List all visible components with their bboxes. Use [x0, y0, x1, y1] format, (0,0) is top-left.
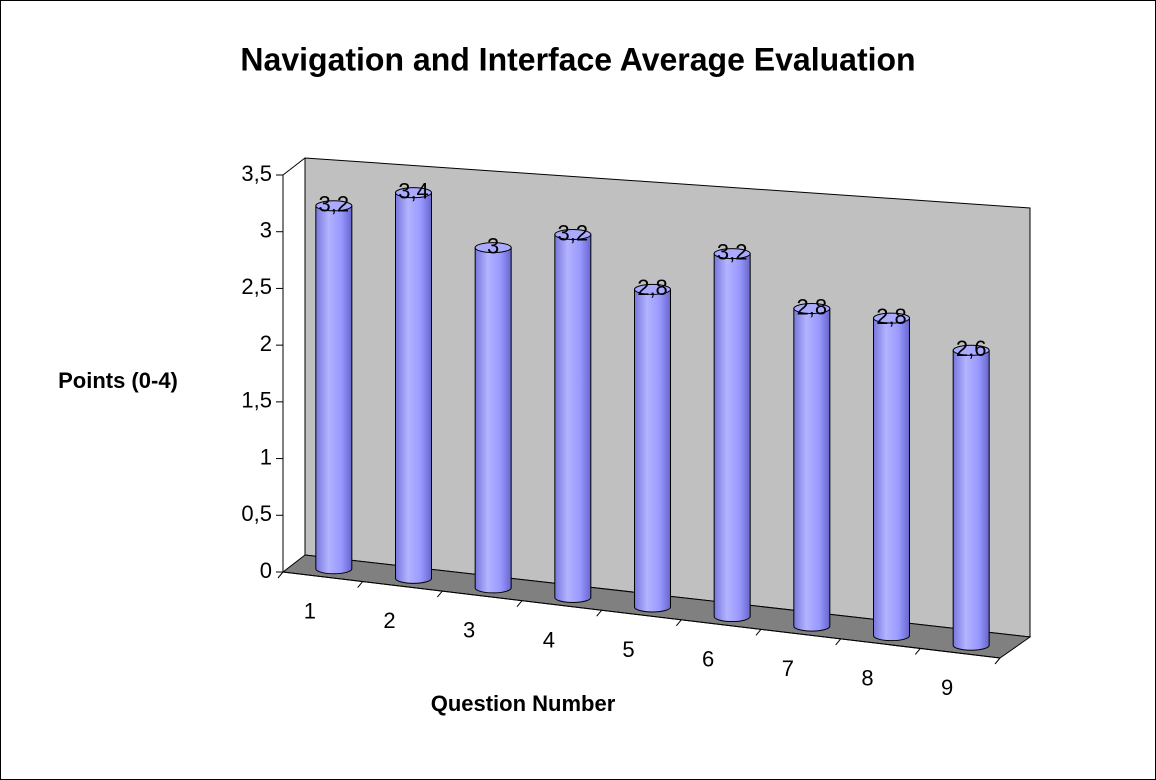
x-tick	[277, 571, 284, 579]
bar	[554, 233, 592, 603]
x-tick-label: 1	[304, 599, 316, 624]
x-tick	[675, 619, 682, 627]
y-tick-label: 1	[260, 444, 272, 469]
bar-top	[395, 187, 432, 199]
data-label: 2,8	[876, 304, 907, 329]
data-label: 3,4	[398, 178, 429, 203]
bar	[395, 192, 432, 584]
x-axis-title: Question Number	[431, 691, 616, 716]
y-tick-label: 1,5	[241, 388, 272, 413]
data-label: 2,6	[956, 336, 987, 361]
x-axis	[282, 571, 1001, 659]
y-axis-title: Points (0-4)	[58, 368, 178, 393]
bar-top	[873, 312, 910, 324]
x-tick-label: 3	[463, 618, 475, 643]
x-tick	[755, 629, 762, 636]
bar	[793, 308, 831, 632]
bar	[634, 288, 671, 613]
data-label: 3	[487, 233, 499, 258]
x-tick	[516, 600, 523, 607]
x-tick	[596, 609, 603, 617]
bar-top	[952, 344, 990, 356]
bar	[713, 253, 751, 623]
bar-top	[793, 303, 831, 315]
data-label: 3,2	[558, 220, 589, 245]
y-tick-label: 2,5	[241, 274, 272, 299]
bar-top	[315, 200, 353, 212]
bar-top	[634, 283, 671, 295]
data-label: 2,8	[797, 294, 828, 319]
y-tick-label: 3	[260, 218, 272, 243]
data-label: 3,2	[717, 239, 748, 264]
x-tick-label: 4	[543, 627, 555, 652]
bar	[474, 247, 512, 594]
x-tick	[835, 638, 842, 646]
y-tick-label: 3,5	[241, 161, 272, 186]
wall-edge	[282, 157, 306, 176]
x-tick-label: 9	[941, 675, 953, 700]
x-tick-label: 6	[702, 646, 714, 671]
y-tick-label: 0,5	[241, 501, 272, 526]
x-tick-label: 5	[622, 637, 634, 662]
bar	[952, 349, 990, 651]
data-label: 2,8	[637, 275, 668, 300]
data-label: 3,2	[319, 192, 350, 217]
bar-top	[713, 248, 751, 260]
x-tick	[994, 657, 1001, 665]
bar-top	[474, 242, 512, 254]
x-tick-label: 8	[861, 665, 873, 690]
bar	[315, 205, 353, 575]
bar	[873, 317, 910, 642]
chart-title: Navigation and Interface Average Evaluat…	[240, 41, 915, 77]
x-tick	[436, 590, 443, 598]
bar-top	[554, 228, 592, 240]
x-tick-label: 7	[782, 656, 794, 681]
y-tick-label: 2	[260, 331, 272, 356]
y-tick-label: 0	[260, 558, 272, 583]
x-tick	[357, 581, 364, 588]
x-tick-label: 2	[383, 608, 395, 633]
x-tick	[914, 648, 921, 655]
